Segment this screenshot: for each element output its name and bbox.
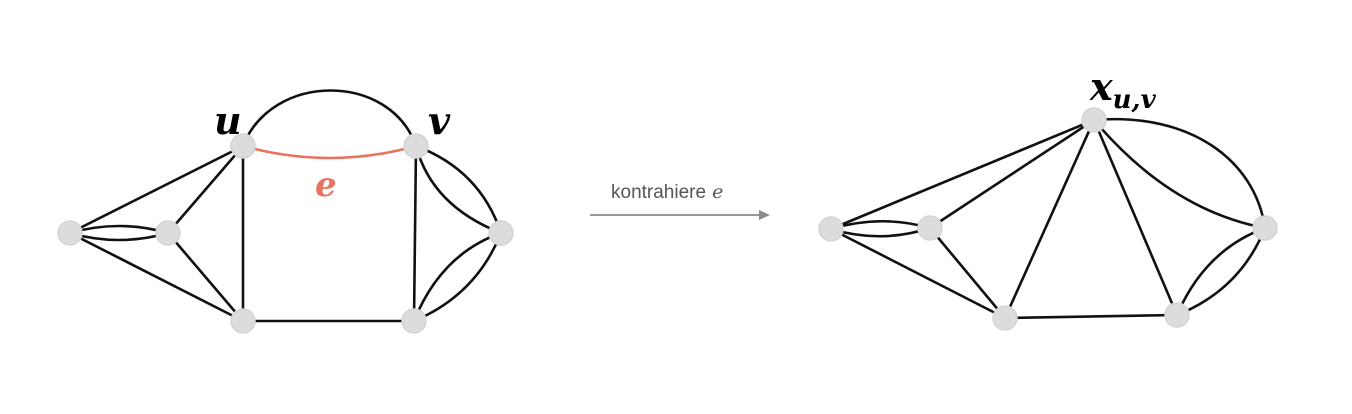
node-v bbox=[403, 133, 429, 159]
edge-rb-x bbox=[928, 118, 1096, 230]
label-e: e bbox=[315, 165, 337, 205]
edge-d-f-lower bbox=[412, 231, 503, 323]
node-left-f bbox=[488, 220, 514, 246]
contraction-arrow: kontrahiere e bbox=[590, 181, 770, 220]
label-u: u bbox=[214, 98, 242, 143]
edge-v-f-lower bbox=[414, 144, 503, 235]
arrow-label-var: e bbox=[712, 181, 723, 203]
right-graph: xu,v bbox=[818, 64, 1278, 331]
node-left-c bbox=[230, 308, 256, 334]
node-right-c bbox=[992, 305, 1018, 331]
node-u bbox=[230, 133, 256, 159]
edge-ra-rc bbox=[829, 227, 1007, 320]
node-left-d bbox=[401, 308, 427, 334]
edge-v-d bbox=[412, 144, 418, 323]
edge-rc-rd bbox=[1003, 313, 1179, 320]
edge-ra-rb-lower bbox=[829, 226, 932, 238]
edge-rb-rc bbox=[928, 226, 1007, 320]
edge-e-highlighted bbox=[241, 144, 418, 160]
edge-d-f-upper bbox=[412, 231, 503, 323]
edge-x-rc bbox=[1003, 118, 1096, 320]
edge-rd-rf-lower bbox=[1175, 226, 1267, 317]
node-left-b bbox=[155, 220, 181, 246]
edge-x-rf-lower bbox=[1092, 118, 1267, 230]
label-v: v bbox=[428, 98, 451, 143]
label-x-subscript: u,v bbox=[1113, 85, 1157, 115]
node-right-b bbox=[917, 215, 943, 241]
node-right-d bbox=[1164, 302, 1190, 328]
left-graph: u v e bbox=[57, 89, 514, 334]
node-right-a bbox=[818, 216, 844, 242]
edge-ra-x bbox=[829, 118, 1096, 231]
arrow-head-icon bbox=[759, 210, 770, 220]
edge-x-rd bbox=[1092, 118, 1179, 317]
edge-rd-rf-upper bbox=[1175, 226, 1267, 317]
edge-a-c bbox=[68, 231, 245, 323]
edge-x-rf-upper bbox=[1092, 117, 1267, 230]
edge-b-u bbox=[166, 144, 245, 235]
arrow-label: kontrahiere e bbox=[611, 181, 723, 203]
edge-b-c bbox=[166, 231, 245, 323]
node-right-f bbox=[1252, 215, 1278, 241]
edge-a-u bbox=[68, 144, 245, 235]
label-x: x bbox=[1089, 64, 1114, 109]
arrow-label-text: kontrahiere bbox=[611, 182, 706, 203]
edge-v-f-upper bbox=[414, 144, 503, 235]
node-left-a bbox=[57, 220, 83, 246]
edge-a-b-lower bbox=[68, 231, 170, 242]
label-x-uv: xu,v bbox=[1089, 64, 1157, 115]
edge-u-v-arc bbox=[241, 89, 418, 148]
node-x-uv bbox=[1081, 107, 1107, 133]
